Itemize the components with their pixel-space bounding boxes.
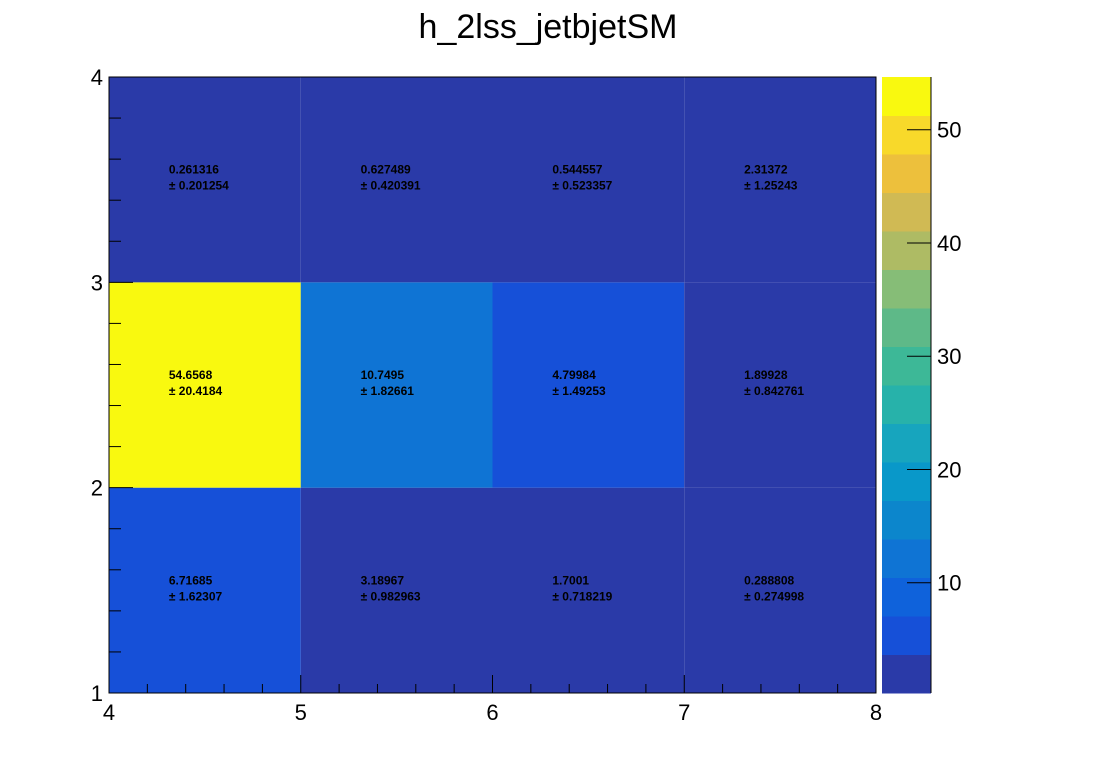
cell-error-label: ± 1.25243 [744,179,798,193]
cell-value-label: 2.31372 [744,163,788,177]
heatmap-cell [492,77,685,283]
cell-value-label: 0.288808 [744,573,794,587]
cell-value-label: 0.261316 [169,163,219,177]
y-axis-tick-label: 1 [91,681,103,706]
heatmap-cell [300,282,493,488]
cell-error-label: ± 0.201254 [169,179,229,193]
heatmap-cell [300,487,493,693]
color-scale-segment [882,423,931,463]
x-axis-tick-label: 5 [295,700,307,725]
cell-error-label: ± 1.82661 [361,384,415,398]
color-scale-segment [882,231,931,270]
color-scale-tick-label: 10 [937,571,961,596]
cell-value-label: 0.627489 [361,163,411,177]
color-scale-segment [882,346,931,386]
cell-labels: 6.71685 ± 1.62307 3.18967 ± 0.982963 1.7001 ±… [169,163,805,604]
cell-value-label: 0.544557 [552,163,602,177]
x-axis-tick-label: 8 [870,700,882,725]
cell-value-label: 54.6568 [169,368,213,382]
cell-error-label: ± 20.4184 [169,384,223,398]
color-scale-segment [882,500,931,540]
cell-value-label: 10.7495 [361,368,405,382]
color-scale-segment [882,462,931,501]
cell-error-label: ± 0.523357 [552,179,612,193]
color-scale-segment [882,616,931,655]
heatmap-cells [109,77,876,693]
y-axis-tick-label: 4 [91,65,103,90]
color-scale: 10 20 30 40 50 [882,77,961,694]
color-scale-tick-label: 50 [937,118,961,143]
cell-error-label: ± 0.274998 [744,589,804,603]
color-scale-segment [882,192,931,232]
heatmap-cell [109,282,301,488]
cell-value-label: 6.71685 [169,573,213,587]
color-scale-segment [882,539,931,578]
color-scale-segment [882,308,931,347]
heatmap-cell [492,282,685,488]
axes: 4 5 6 7 8 1 2 3 4 [91,65,882,725]
color-scale-segment [882,115,931,155]
cell-value-label: 3.18967 [361,573,405,587]
cell-error-label: ± 0.420391 [361,179,421,193]
heatmap-cell [684,487,876,693]
cell-error-label: ± 1.49253 [552,384,606,398]
cell-error-label: ± 0.842761 [744,384,804,398]
cell-value-label: 1.7001 [552,573,589,587]
color-scale-segment [882,577,931,617]
color-scale-segment [882,77,931,116]
color-scale-segment [882,385,931,424]
color-scale-segment [882,654,931,694]
cell-error-label: ± 0.718219 [552,589,612,603]
x-axis-tick-label: 6 [486,700,498,725]
heatmap-cell [684,77,876,283]
color-scale-tick-label: 20 [937,457,961,482]
y-axis-tick-label: 2 [91,476,103,501]
heatmap-cell [684,282,876,488]
cell-value-label: 1.89928 [744,368,788,382]
heatmap-cell [109,77,301,283]
y-axis-tick-label: 3 [91,270,103,295]
chart-title: h_2lss_jetbjetSM [419,8,678,46]
heatmap-cell [109,487,301,693]
heatmap-cell [300,77,493,283]
x-axis-tick-label: 7 [678,700,690,725]
heatmap-cell [492,487,685,693]
x-axis-tick-label: 4 [103,700,115,725]
cell-error-label: ± 1.62307 [169,589,223,603]
color-scale-tick-label: 30 [937,344,961,369]
cell-value-label: 4.79984 [552,368,596,382]
color-scale-segment [882,154,931,193]
cell-error-label: ± 0.982963 [361,589,421,603]
color-scale-tick-label: 40 [937,231,961,256]
color-scale-segment [882,269,931,309]
